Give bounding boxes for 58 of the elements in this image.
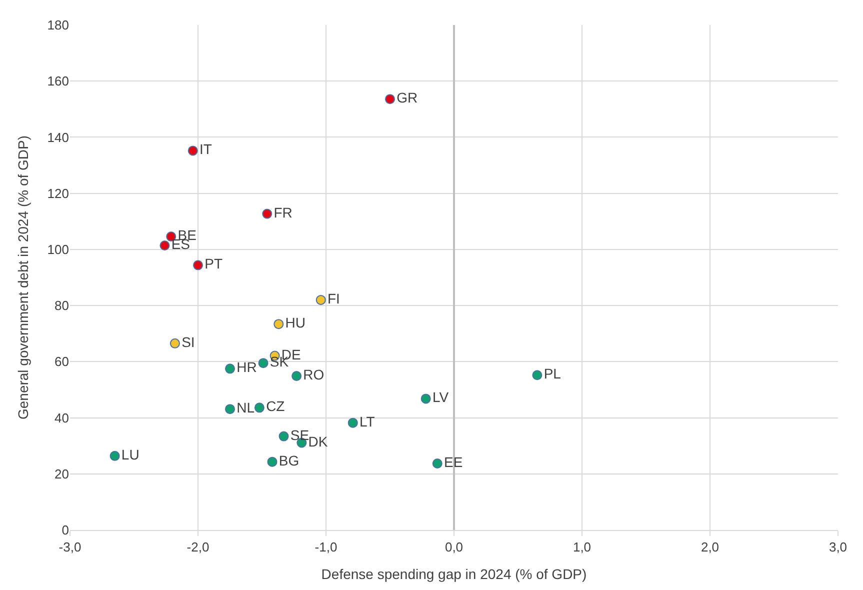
y-tick-label: 40 (54, 410, 69, 426)
data-label: RO (303, 366, 324, 382)
data-label: GR (396, 90, 418, 106)
y-tick-label: 180 (47, 18, 69, 33)
point (262, 208, 272, 219)
y-tick-label: 60 (54, 354, 69, 370)
point (225, 364, 235, 374)
y-axis-title: General government debt in 2024 (% of GDP) (14, 135, 31, 420)
point (292, 370, 302, 381)
point (225, 404, 235, 414)
y-tick-label: 120 (47, 186, 69, 201)
point (258, 358, 268, 368)
point (420, 394, 431, 404)
data-label: SI (182, 334, 195, 350)
point (267, 456, 278, 467)
y-tick-label: 100 (47, 242, 69, 257)
x-tick-label: 1,0 (572, 540, 592, 555)
data-label: LT (360, 413, 376, 430)
data-label: LU (121, 446, 140, 462)
point (316, 294, 326, 305)
x-tick-label: 3,0 (828, 540, 848, 555)
point (278, 431, 289, 442)
data-label: HU (285, 314, 306, 331)
data-label: EE (444, 454, 463, 470)
point (110, 450, 120, 461)
data-label: NL (236, 400, 255, 416)
x-tick-label: -3,0 (58, 540, 82, 555)
data-label: PT (204, 256, 223, 272)
point (188, 146, 198, 156)
x-axis-title: Defense spending gap in 2024 (% of GDP) (321, 566, 587, 582)
y-tick-label: 20 (54, 466, 69, 482)
point (160, 240, 170, 251)
data-label: IT (200, 141, 212, 158)
data-label: DK (308, 433, 328, 450)
x-tick-label: 2,0 (700, 540, 720, 555)
point (432, 458, 442, 469)
y-tick-label: 0 (62, 522, 69, 538)
y-tick-label: 140 (47, 130, 69, 145)
x-tick-label: -1,0 (314, 540, 338, 555)
point (274, 319, 284, 330)
x-tick-label: -2,0 (186, 540, 210, 555)
point (254, 402, 264, 413)
point (348, 418, 358, 428)
point (532, 370, 542, 380)
y-tick-label: 160 (47, 74, 69, 89)
x-tick-label: 0,0 (444, 540, 464, 555)
data-label: SE (290, 426, 310, 443)
data-label: FI (328, 290, 340, 306)
y-tick-label: 80 (54, 298, 69, 314)
point (193, 260, 203, 270)
point (385, 94, 395, 104)
data-label: BG (278, 452, 300, 468)
data-label: PL (544, 366, 562, 382)
data-label: LV (432, 389, 450, 406)
data-label: HR (236, 359, 257, 376)
data-label: CZ (266, 398, 286, 414)
data-label: FR (274, 204, 292, 220)
point (170, 338, 180, 348)
